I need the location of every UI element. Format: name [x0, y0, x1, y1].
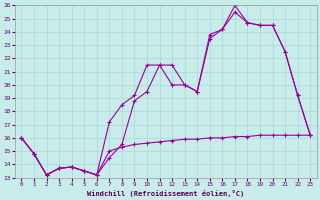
- X-axis label: Windchill (Refroidissement éolien,°C): Windchill (Refroidissement éolien,°C): [87, 190, 244, 197]
